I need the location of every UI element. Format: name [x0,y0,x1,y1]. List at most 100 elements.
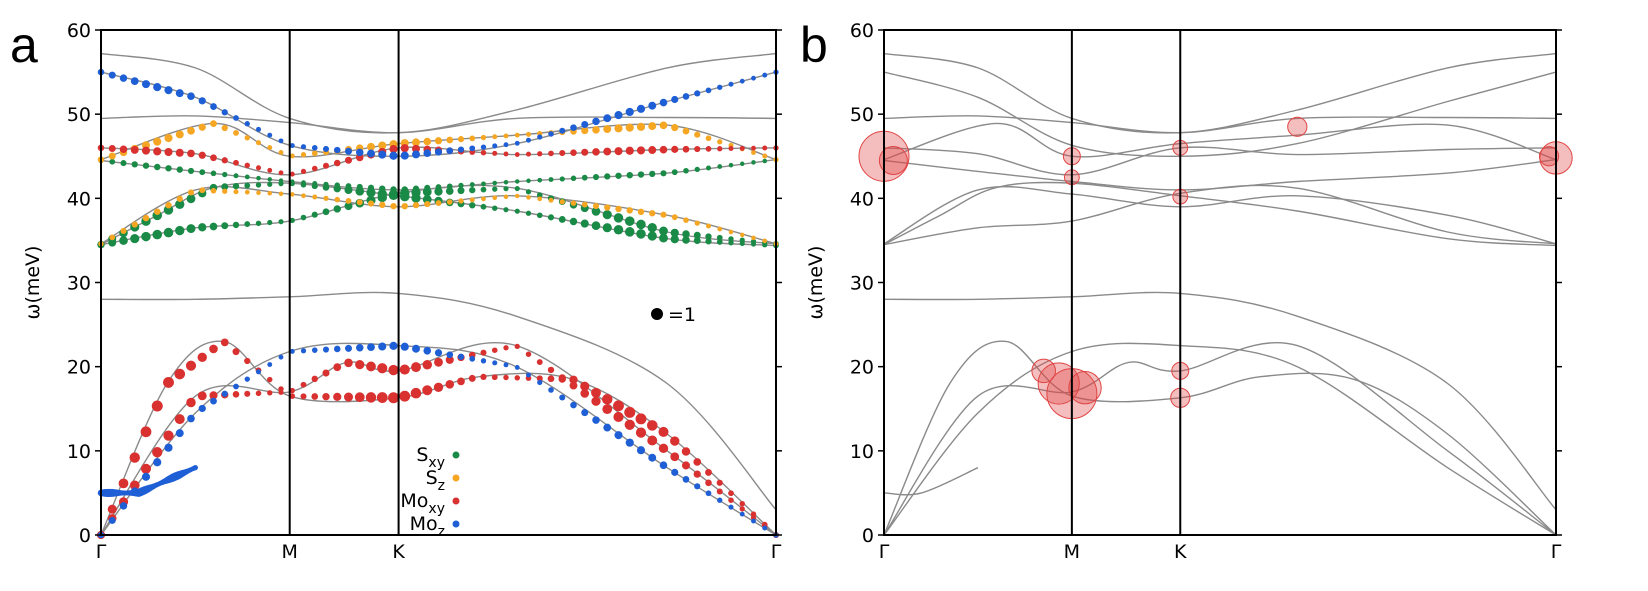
fat-band-dot [399,364,410,375]
fat-band-dot [682,236,690,244]
fat-band-dot [210,187,217,194]
fat-band-dot [345,183,352,189]
fat-band-dot [694,90,701,97]
fat-band-dot [412,201,420,209]
x-tick-label: K [392,541,405,563]
fat-band-dot [376,392,388,403]
fat-band-dot [244,376,250,382]
fat-band-dot [762,242,768,248]
y-tick-label: 30 [67,273,91,295]
fat-band-dot [671,214,678,221]
fat-band-dot [289,393,296,399]
y-tick-label: 50 [850,104,874,126]
fat-band-dot [232,390,240,398]
fat-band-dot [267,177,273,182]
fat-band-dot [603,114,612,123]
fat-band-dot [492,143,498,149]
fat-band-dot [671,95,679,104]
fat-band-dot [164,147,173,157]
band-line [883,158,1557,191]
fat-band-dot [163,376,174,388]
fat-band-dot [255,390,262,397]
fat-band-dot [278,354,284,360]
fat-band-dot [625,146,634,155]
fat-band-dot [602,223,612,233]
fat-band-dot [671,169,678,176]
fat-band-dot [457,136,465,143]
fat-band-dot [108,145,116,153]
fat-band-dot [312,194,318,200]
fat-band-dot [356,343,364,352]
fat-band-dot [739,500,745,507]
fat-band-dot [174,414,185,425]
fat-band-dot [311,375,318,383]
y-tick-label: 10 [67,441,91,463]
fat-band-dot [670,452,680,462]
fat-band-dot [457,353,465,360]
fat-band-dot [322,369,330,377]
fat-band-dot [682,127,690,135]
fat-band-dot [446,199,453,205]
fat-band-dot [536,192,543,198]
fat-band-dot [624,419,635,430]
fat-band-dot [198,97,206,105]
fat-band-dot [311,393,319,400]
fat-band-dot [412,344,420,353]
fat-band-dot [635,427,647,438]
fat-band-dot [129,480,140,491]
fat-band-dot [400,151,409,160]
fat-band-dot [739,145,745,151]
fat-band-dot [423,346,432,355]
fat-band-dot [289,143,295,149]
fat-band-dot [192,465,198,471]
fat-band-dot [558,374,566,382]
fat-band-dot [154,208,161,215]
fat-band-dot [469,135,476,142]
fat-band-dot [648,122,657,131]
fat-band-dot [422,195,432,204]
fat-band-dot [423,137,432,146]
fat-band-dot [480,203,487,210]
fat-band-dot [434,148,443,156]
fat-band-dot [681,461,691,470]
y-tick-label: 0 [79,525,91,547]
fat-band-dot [198,404,206,413]
fat-band-dot [581,409,589,417]
fat-band-dot [232,182,240,190]
fat-band-dot [603,423,612,432]
fat-band-dot [108,516,116,524]
fat-band-dot [526,131,531,137]
fat-band-dot [130,146,139,154]
fat-band-dot [411,362,421,373]
fat-band-dot [434,357,443,367]
fat-band-dot [457,377,465,386]
fat-band-dot [267,219,273,226]
fat-band-dot [233,159,239,166]
fat-band-dot [681,447,691,456]
fat-band-dot [221,109,228,116]
fat-band-dot [514,375,520,381]
fat-band-dot [559,176,565,182]
fat-band-dot [716,479,723,486]
fat-band-dot [255,165,262,171]
fat-band-dot [625,438,634,447]
fat-band-dot [367,149,375,158]
fat-band-dot [706,165,711,171]
legend-marker [452,474,460,482]
fat-band-dot [728,229,734,235]
fat-band-dot [244,357,251,365]
fat-band-dot [210,397,217,405]
fat-band-dot [267,167,273,173]
fat-band-dot [694,145,701,153]
fat-band-dot [446,136,454,144]
fat-band-dot [131,221,138,228]
fat-band-dot [433,382,444,392]
fat-band-dot [435,184,442,190]
fat-band-dot [480,349,487,356]
fat-band-dot [267,132,273,138]
fat-band-dot [625,107,634,117]
fat-band-dot [356,183,363,190]
fat-band-dot [740,232,745,238]
fat-band-dot [728,490,734,497]
fat-band-dot [163,227,174,238]
